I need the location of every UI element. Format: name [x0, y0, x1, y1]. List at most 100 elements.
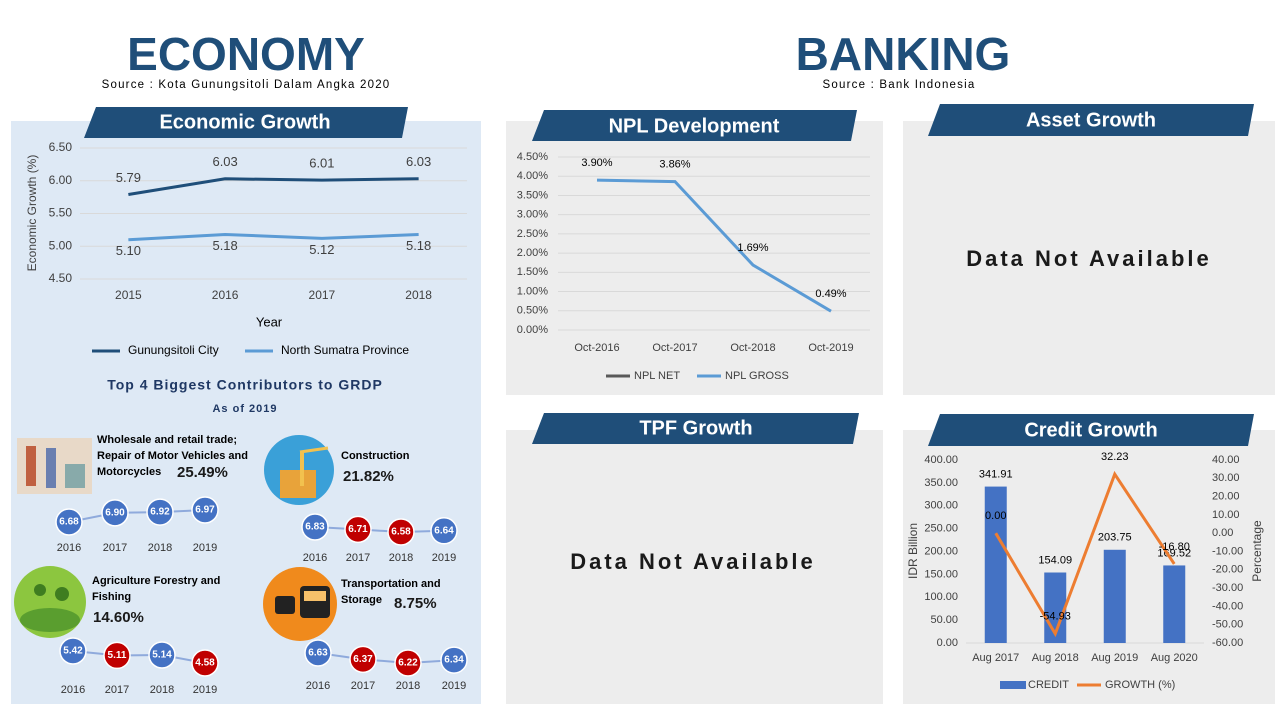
x-tick-label: 2017 [309, 288, 336, 302]
y2-tick-label: 0.00 [1212, 527, 1233, 539]
data-label: 5.79 [116, 170, 141, 185]
economy-source: Source : Kota Gunungsitoli Dalam Angka 2… [102, 79, 391, 91]
y2-tick-label: -50.00 [1212, 619, 1243, 631]
y-tick-label: 0.00 [937, 637, 958, 649]
sector-point [59, 637, 87, 665]
sector-year: 2016 [303, 552, 327, 564]
y-tick-label: 1.00% [517, 285, 548, 297]
credit-panel [903, 430, 1275, 704]
y-tick-label: 2.50% [517, 228, 548, 240]
sector-year: 2018 [148, 542, 172, 554]
y2-axis-title: Percentage [1250, 520, 1264, 582]
sector-line [68, 509, 206, 523]
sector-year: 2019 [442, 680, 466, 692]
sector-name-box: Wholesale and retail trade; Repair of Mo… [97, 434, 248, 478]
y-tick-label: 150.00 [924, 568, 958, 580]
sector-year: 2019 [432, 552, 456, 564]
data-label: 0.00 [985, 510, 1006, 522]
y-tick-label: 350.00 [924, 477, 958, 489]
sector-year: 2017 [351, 680, 375, 692]
sector-point [394, 649, 422, 677]
banner [532, 110, 857, 141]
data-label: 5.18 [212, 238, 237, 253]
banner-title: Economic Growth [159, 111, 330, 133]
sector-point [55, 508, 83, 536]
data-label: 203.75 [1098, 532, 1132, 544]
sector-name-box: Construction [341, 450, 409, 462]
y2-tick-label: -60.00 [1212, 637, 1243, 649]
sector-year: 2019 [193, 542, 217, 554]
sector-year: 2016 [57, 542, 81, 554]
y-tick-label: 5.00 [49, 238, 73, 252]
no-data-message: Data Not Available [966, 246, 1212, 271]
banner-title: Credit Growth [1024, 419, 1157, 441]
banner [532, 413, 859, 444]
sector-name: Wholesale and retail trade; Repair of Mo… [97, 434, 248, 478]
x-tick-label: 2015 [115, 288, 142, 302]
sector-line [317, 652, 455, 665]
y-tick-label: 4.50 [49, 271, 73, 285]
legend-label: GROWTH (%) [1105, 679, 1175, 691]
sector-point-label: 4.58 [195, 658, 215, 669]
sector-point-label: 6.71 [348, 524, 368, 535]
y2-tick-label: -40.00 [1212, 600, 1243, 612]
bar [984, 486, 1007, 643]
banner [928, 104, 1254, 136]
legend-label: North Sumatra Province [281, 343, 409, 357]
grdp-subtitle: As of 2019 [212, 403, 277, 415]
tpf-panel [506, 430, 883, 704]
sector-year: 2018 [389, 552, 413, 564]
x-tick-label: Oct-2018 [730, 342, 775, 354]
y-tick-label: 400.00 [924, 454, 958, 466]
sector-share: 14.60% [93, 609, 144, 626]
y-tick-label: 50.00 [930, 614, 958, 626]
sector-point [304, 639, 332, 667]
x-tick-label: 2018 [405, 288, 432, 302]
sector-point [191, 496, 219, 524]
banner-title: TPF Growth [639, 417, 752, 439]
sector-point-label: 6.64 [434, 525, 454, 536]
x-tick-label: Aug 2020 [1151, 652, 1198, 664]
sector-point-label: 6.37 [353, 654, 373, 665]
y2-tick-label: -20.00 [1212, 564, 1243, 576]
data-label: 3.86% [659, 159, 690, 171]
y-tick-label: 1.50% [517, 266, 548, 278]
legend-label: NPL NET [634, 370, 680, 382]
y-tick-label: 250.00 [924, 523, 958, 535]
x-tick-label: Aug 2019 [1091, 652, 1138, 664]
sector-line [314, 526, 445, 534]
sector-share: 8.75% [394, 595, 437, 612]
sector-year: 2016 [61, 684, 85, 696]
legend-label: CREDIT [1028, 679, 1069, 691]
data-label: 6.03 [212, 154, 237, 169]
y2-tick-label: -10.00 [1212, 545, 1243, 557]
x-tick-label: Oct-2017 [652, 342, 697, 354]
data-label: 341.91 [979, 468, 1013, 480]
y-tick-label: 4.00% [517, 170, 548, 182]
sector-share: 25.49% [177, 464, 228, 481]
icon [14, 566, 86, 638]
sector-year: 2017 [346, 552, 370, 564]
economy-panel [11, 121, 481, 704]
y2-tick-label: 20.00 [1212, 491, 1240, 503]
sector-point [103, 641, 131, 670]
sector-point-label: 6.34 [444, 655, 464, 666]
sector-name-box: Agriculture Forestry and Fishing [92, 575, 220, 603]
y-tick-label: 100.00 [924, 591, 958, 603]
sector-point [148, 641, 176, 669]
legend-label: NPL GROSS [725, 370, 789, 382]
icon [264, 435, 334, 505]
data-label: 32.23 [1101, 451, 1129, 463]
y-tick-label: 3.00% [517, 209, 548, 221]
sector-point [191, 649, 219, 677]
sector-point [387, 518, 415, 546]
sector-point [101, 499, 129, 527]
y-tick-label: 5.50 [49, 206, 73, 220]
line [128, 177, 419, 196]
y-tick-label: 4.50% [517, 151, 548, 163]
sector-point-label: 6.68 [59, 517, 79, 528]
x-tick-label: Aug 2018 [1032, 652, 1079, 664]
x-tick-label: Oct-2019 [808, 342, 853, 354]
banking-source: Source : Bank Indonesia [823, 79, 976, 91]
